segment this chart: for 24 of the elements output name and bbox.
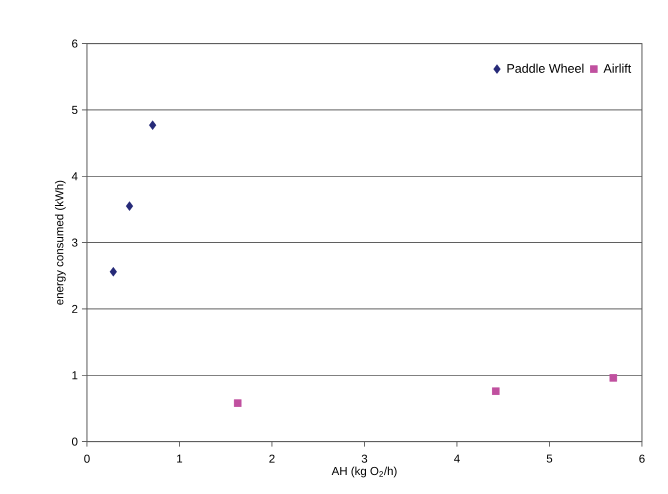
y-axis-title: energy consumed (kWh) bbox=[54, 180, 66, 305]
y-tick-label: 4 bbox=[72, 172, 78, 180]
legend-label: Paddle Wheel bbox=[507, 64, 584, 73]
point bbox=[492, 387, 500, 395]
point bbox=[148, 120, 156, 130]
x-tick-label: 5 bbox=[546, 454, 552, 463]
y-tick-label: 0 bbox=[72, 438, 78, 446]
y-tick-label: 6 bbox=[72, 40, 78, 48]
y-tick-label: 1 bbox=[72, 371, 78, 380]
x-tick-label: 2 bbox=[269, 454, 275, 463]
x-tick-label: 6 bbox=[639, 454, 645, 463]
point bbox=[234, 399, 242, 407]
y-tick-label: 2 bbox=[72, 304, 78, 313]
point bbox=[609, 374, 618, 382]
y-tick-label: 3 bbox=[72, 238, 78, 247]
x-axis-title: AH (kg O$_{2}$/h) bbox=[332, 466, 397, 478]
x-tick-label: 3 bbox=[362, 454, 368, 463]
x-tick-label: 1 bbox=[177, 454, 182, 463]
x-tick-label: 0 bbox=[84, 454, 90, 463]
y-tick-label: 5 bbox=[72, 106, 78, 114]
x-tick-label: 4 bbox=[454, 454, 460, 463]
legend-label: Airlift bbox=[603, 64, 632, 73]
point bbox=[126, 201, 134, 211]
point bbox=[110, 266, 117, 277]
